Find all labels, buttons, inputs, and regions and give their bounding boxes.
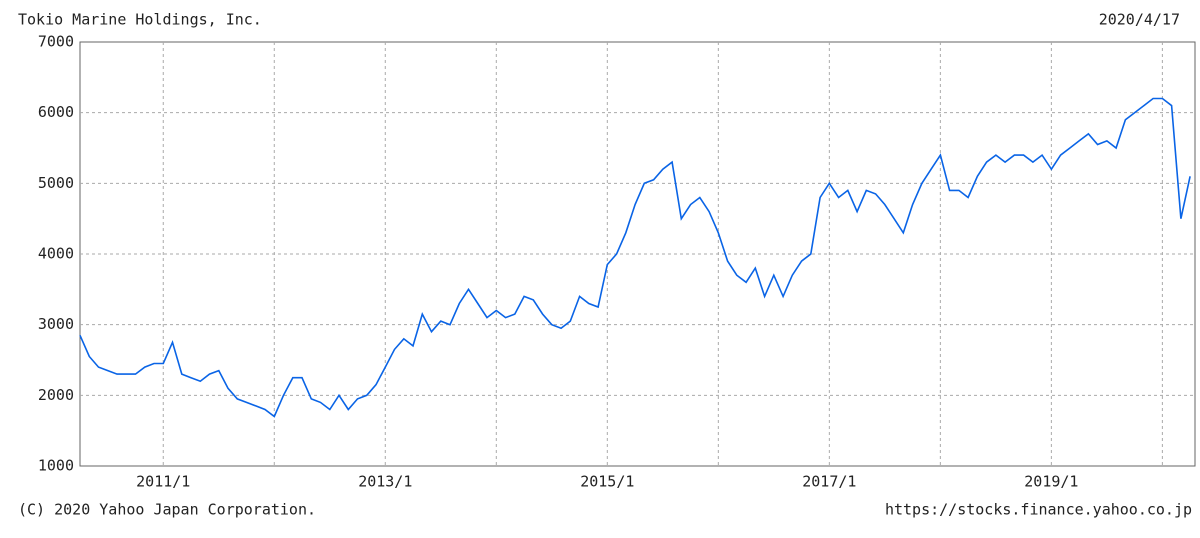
x-tick-label: 2015/1: [580, 473, 634, 491]
y-tick-label: 4000: [38, 245, 74, 263]
y-tick-label: 7000: [38, 33, 74, 51]
x-tick-label: 2017/1: [802, 473, 856, 491]
x-tick-label: 2019/1: [1024, 473, 1078, 491]
price-line: [79, 97, 1191, 418]
y-tick-label: 6000: [38, 103, 74, 121]
chart-date: 2020/4/17: [1099, 11, 1180, 29]
y-tick-label: 3000: [38, 315, 74, 333]
x-tick-label: 2013/1: [358, 473, 412, 491]
y-tick-label: 5000: [38, 174, 74, 192]
copyright: (C) 2020 Yahoo Japan Corporation.: [18, 501, 316, 519]
chart-title: Tokio Marine Holdings, Inc.: [18, 11, 262, 29]
x-tick-label: 2011/1: [136, 473, 190, 491]
y-tick-label: 1000: [38, 457, 74, 475]
source: https://stocks.finance.yahoo.co.jp: [885, 501, 1192, 519]
y-tick-label: 2000: [38, 386, 74, 404]
